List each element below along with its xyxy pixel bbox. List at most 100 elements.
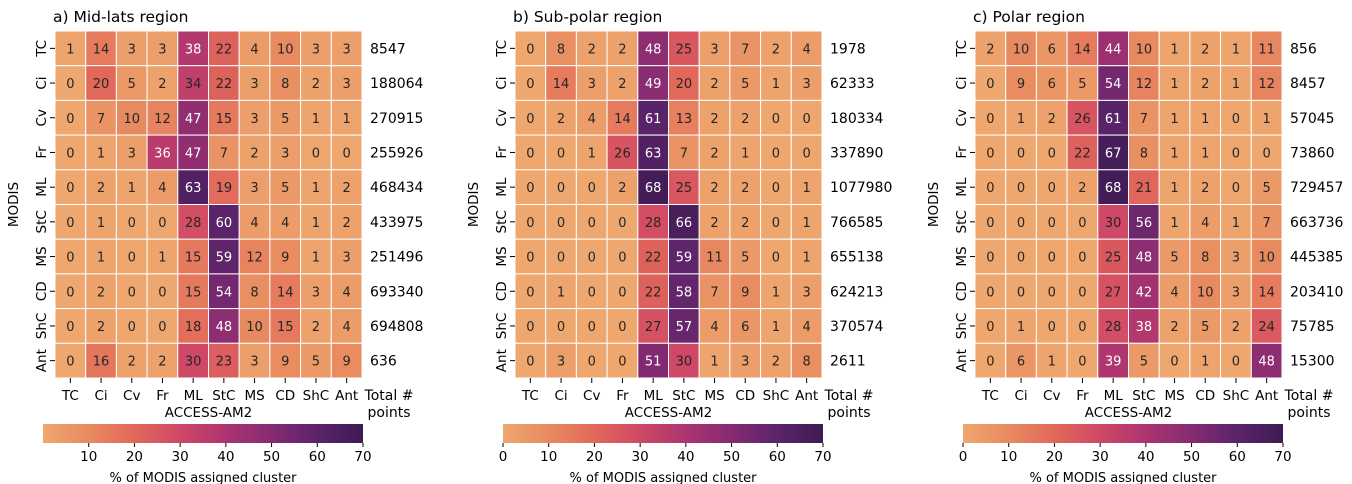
cell-label: 2 [97, 285, 105, 300]
cell-label: 3 [128, 42, 136, 57]
heatmap-cell [177, 273, 210, 310]
cell-label: 1 [803, 181, 811, 196]
heatmap-cell [760, 342, 792, 379]
cell-label: 61 [645, 112, 662, 127]
cell-label: 4 [343, 320, 351, 335]
cell-label: 0 [128, 216, 136, 231]
heatmap-cell [545, 99, 577, 136]
colorbar-label: % of MODIS assigned cluster [109, 471, 297, 484]
heatmap-cell [1097, 134, 1130, 171]
cell-label: 0 [986, 181, 994, 196]
cell-label: 3 [803, 77, 811, 92]
total-points: 255926 [370, 145, 424, 161]
cell-label: 3 [128, 146, 136, 161]
cell-label: 0 [1017, 146, 1025, 161]
cell-label: 10 [123, 112, 140, 127]
cell-label: 0 [66, 355, 74, 370]
cell-label: 66 [676, 216, 693, 231]
cell-label: 1 [1232, 42, 1240, 57]
heatmap-cell [208, 342, 240, 379]
cell-label: 12 [1136, 77, 1153, 92]
cell-label: 1 [1201, 146, 1209, 161]
y-tick-label: Ant [34, 349, 50, 372]
heatmap-cell [238, 169, 271, 206]
cell-label: 48 [645, 42, 662, 57]
heatmap-cell [300, 204, 332, 240]
cell-label: 0 [526, 216, 534, 231]
cell-label: 0 [986, 216, 994, 231]
cell-label: 28 [1105, 320, 1122, 335]
heatmap-cell [269, 273, 302, 310]
x-tick-label: MS [244, 388, 264, 404]
cell-label: 0 [986, 146, 994, 161]
heatmap-cell [514, 169, 547, 206]
heatmap-cell [1035, 308, 1068, 344]
cell-label: 0 [618, 216, 626, 231]
heatmap-cell [668, 99, 700, 136]
heatmap-cell [606, 238, 639, 275]
cell-label: 2 [312, 320, 320, 335]
cell-label: 1 [312, 181, 320, 196]
cell-label: 4 [1201, 216, 1209, 231]
cell-label: 1 [1170, 216, 1178, 231]
cell-label: 27 [645, 320, 662, 335]
cell-label: 25 [676, 181, 693, 196]
heatmap-cell [1005, 204, 1037, 240]
heatmap-cell [238, 342, 271, 379]
cell-label: 0 [66, 181, 74, 196]
cell-label: 0 [158, 320, 166, 335]
x-tick-label: Ant [795, 388, 818, 404]
cell-label: 1 [803, 251, 811, 266]
colorbar-tick-label: 10 [1000, 449, 1017, 465]
heatmap-cell [790, 273, 823, 310]
heatmap-cell [269, 169, 302, 206]
heatmap-cell [85, 99, 117, 136]
cell-label: 67 [1105, 146, 1122, 161]
cell-label: 28 [185, 216, 202, 231]
cell-label: 15 [185, 285, 202, 300]
heatmap-cell [54, 134, 87, 171]
heatmap-cell [606, 342, 639, 379]
heatmap-cell [575, 65, 608, 101]
heatmap-cell [1158, 342, 1191, 379]
cell-label: 22 [645, 285, 662, 300]
heatmap-cell [1250, 204, 1283, 240]
cell-label: 4 [158, 181, 166, 196]
cell-label: 5 [1170, 251, 1178, 266]
x-tick-label: StC [672, 388, 695, 404]
cell-label: 8 [281, 77, 289, 92]
cell-label: 0 [618, 320, 626, 335]
cell-label: 7 [1263, 216, 1271, 231]
cell-label: 0 [128, 251, 136, 266]
cell-label: 1 [312, 112, 320, 127]
total-points: 73860 [1290, 145, 1335, 161]
heatmap-cell [1158, 238, 1191, 275]
total-points: 2611 [830, 354, 866, 370]
heatmap-cell [1250, 99, 1283, 136]
cell-label: 15 [185, 251, 202, 266]
heatmap-cell [1066, 204, 1099, 240]
heatmap-cell [208, 169, 240, 206]
cell-label: 1 [557, 285, 565, 300]
heatmap-cell [238, 308, 271, 344]
cell-label: 0 [1232, 146, 1240, 161]
cell-label: 0 [986, 320, 994, 335]
cell-label: 0 [986, 251, 994, 266]
cell-label: 0 [158, 285, 166, 300]
x-tick-label: Ci [94, 388, 107, 404]
heatmap-cell [1220, 342, 1252, 379]
cell-label: 0 [772, 112, 780, 127]
x-tick-label: Fr [616, 388, 629, 404]
heatmap-cell [575, 169, 608, 206]
y-tick-label: CD [954, 281, 970, 301]
x-tick-label: CD [735, 388, 755, 404]
heatmap-cell [1128, 134, 1160, 171]
cell-label: 1 [97, 216, 105, 231]
heatmap-cell [698, 99, 731, 136]
cell-label: 5 [741, 251, 749, 266]
colorbar-tick-label: 50 [263, 449, 280, 465]
cell-label: 10 [1197, 285, 1214, 300]
cell-label: 0 [1263, 146, 1271, 161]
total-points: 270915 [370, 111, 423, 127]
